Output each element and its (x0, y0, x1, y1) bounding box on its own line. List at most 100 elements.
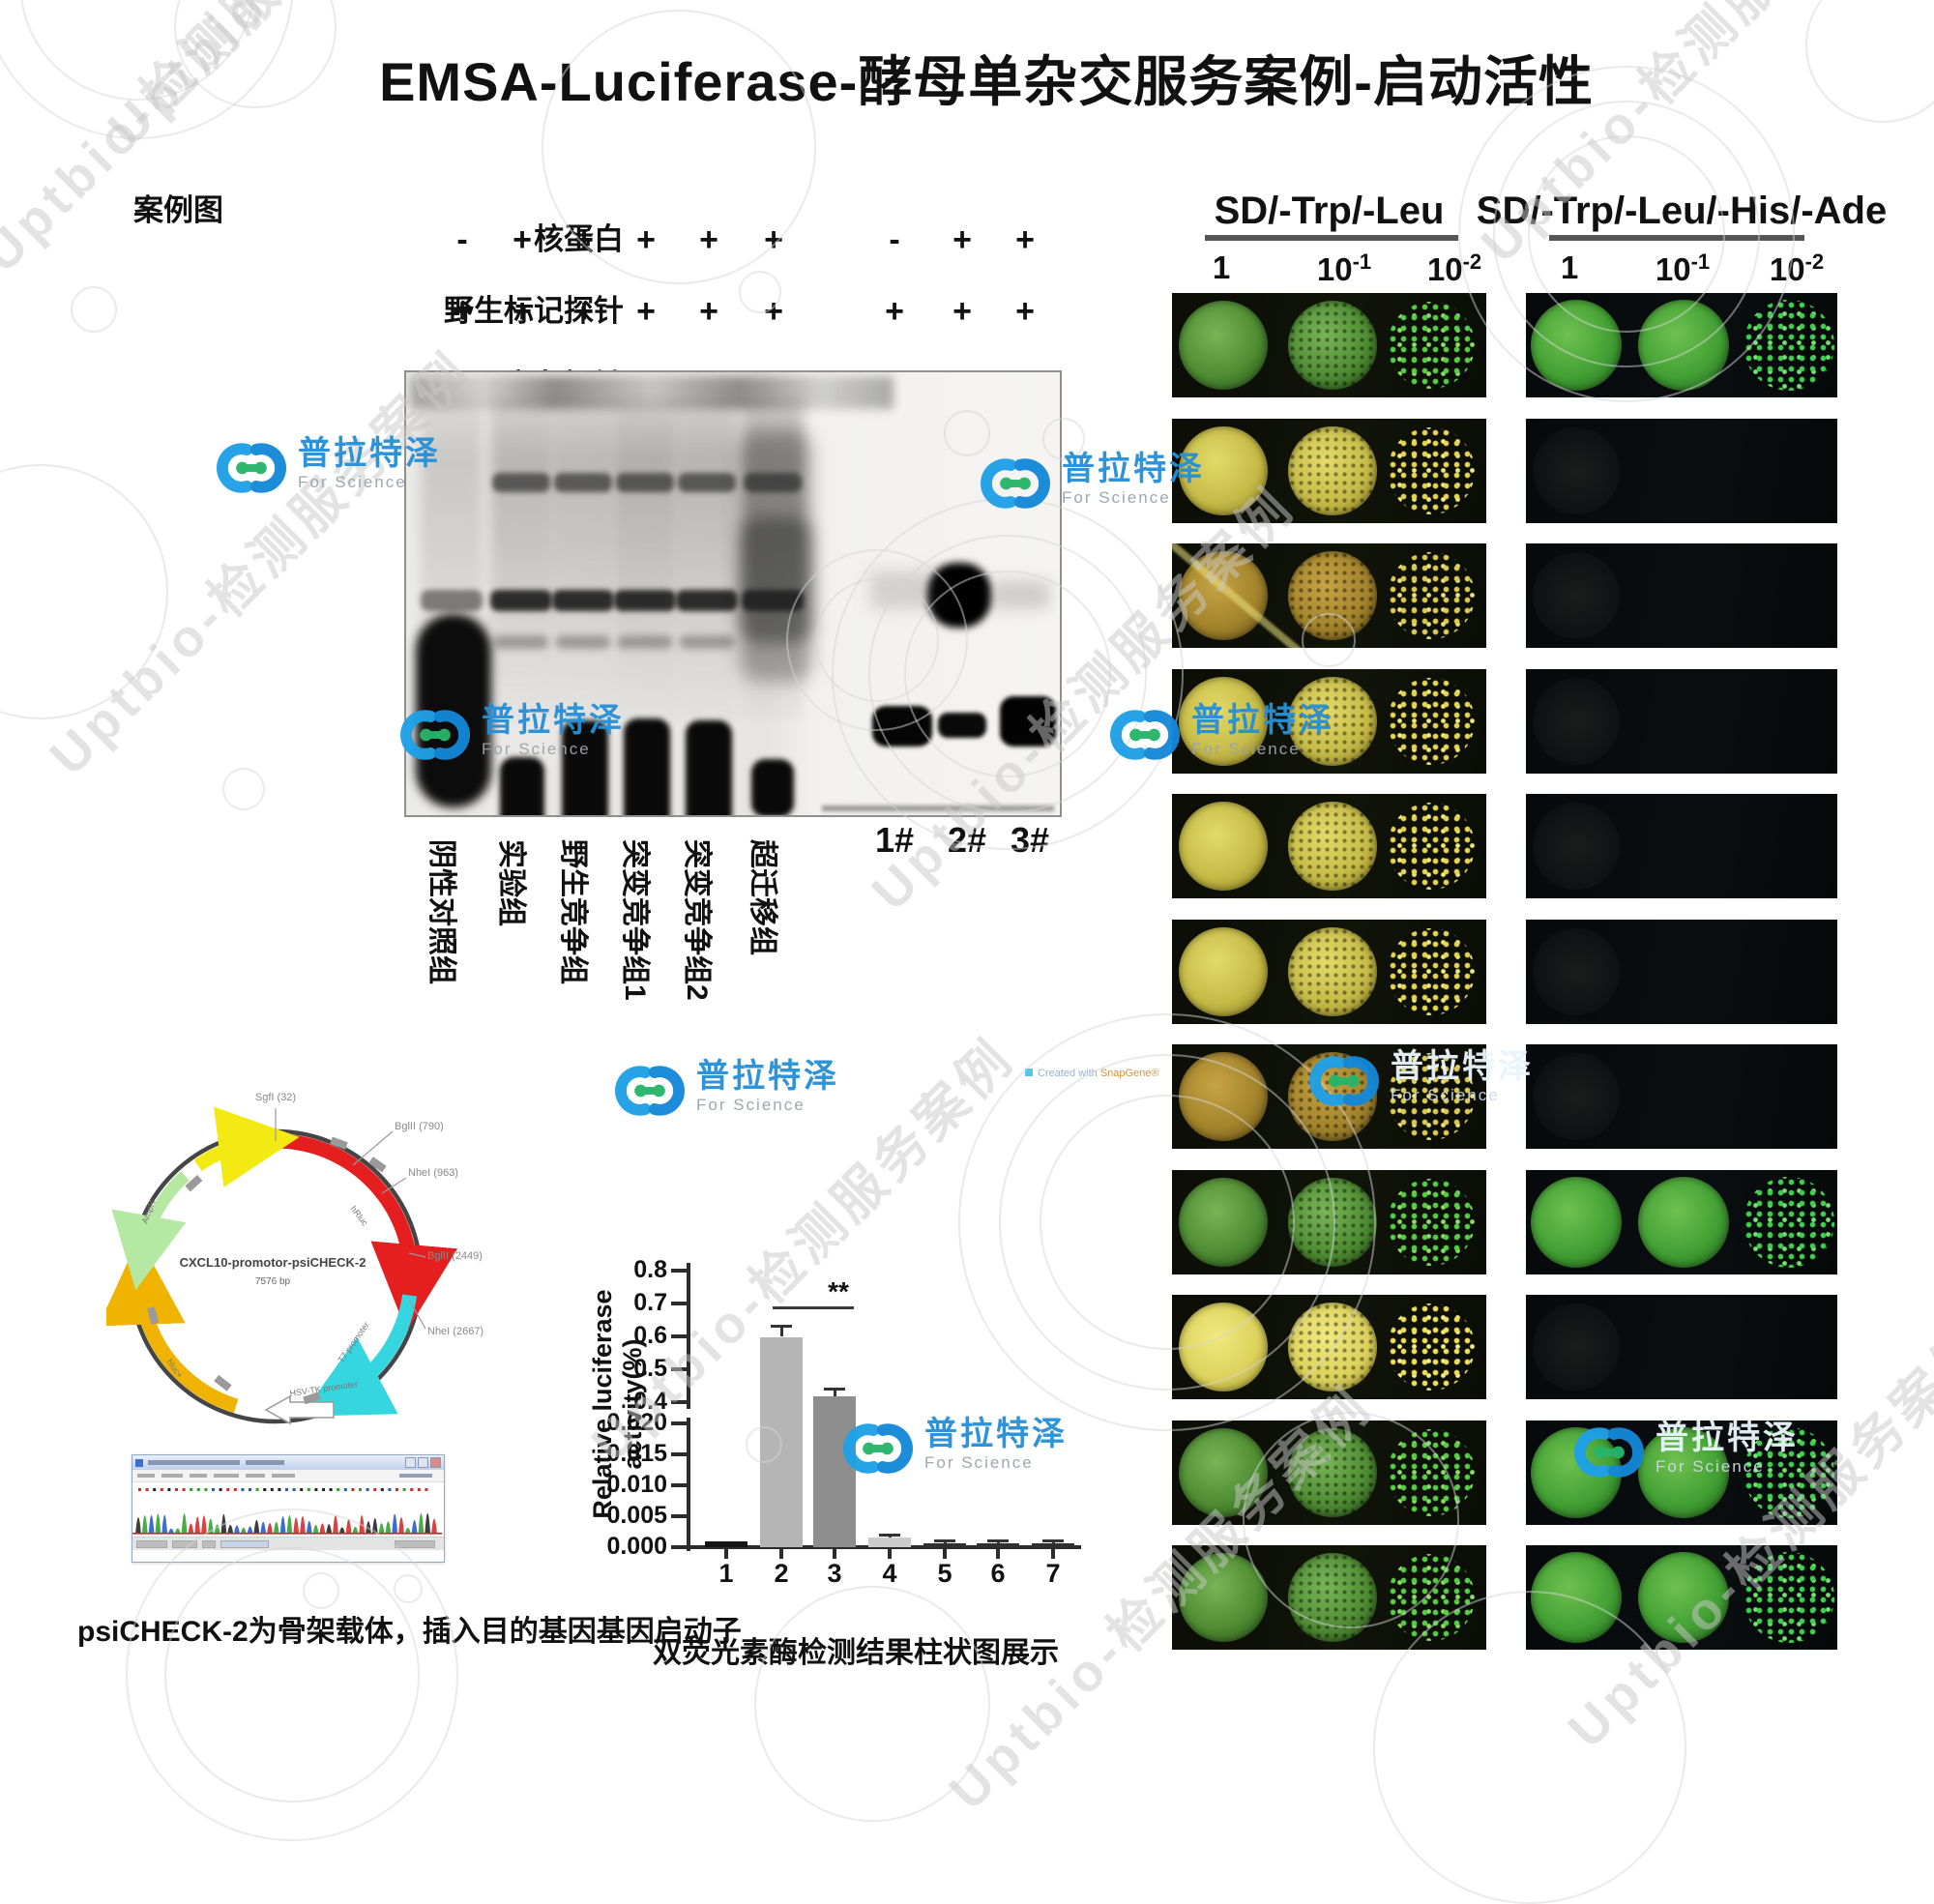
brand-name: 普拉特泽 (924, 1416, 1068, 1452)
bar-series-2 (760, 1336, 803, 1547)
plasmid-label-t7: T7 promoter (336, 1320, 370, 1364)
error-bar-line (779, 1325, 783, 1337)
titlebar-text-blur (246, 1460, 284, 1465)
yeast-spot-full (1179, 676, 1268, 766)
gel-shift-band-upper (492, 473, 550, 492)
toolbar-button-blur[interactable] (136, 1539, 167, 1548)
emsa-row-label: 核蛋白 (534, 222, 624, 256)
plasmid-site-1: BglII (790) (395, 1121, 444, 1132)
x-tick-label: 2 (774, 1559, 789, 1588)
close-button[interactable] (430, 1457, 441, 1468)
gel-sample-label: 2# (947, 820, 987, 860)
emsa-condition-symbol: - (456, 221, 468, 258)
emsa-condition-symbol: + (699, 221, 718, 258)
y-axis-lower (687, 1418, 690, 1551)
yeast-spot-speckle (1288, 1052, 1377, 1141)
yeast-spot-colonies (1744, 1552, 1834, 1643)
plasmid-label-hrluc: hRluc (348, 1204, 369, 1228)
gel-lane-label: 突变竞争组2 (681, 839, 713, 1001)
emsa-condition-symbol: + (513, 221, 532, 258)
gel-lane-label: 超迁移组 (747, 839, 778, 955)
yeast-spot-colonies (1388, 1554, 1475, 1641)
gel-free-probe-lane1 (416, 614, 491, 807)
toolbar-button-blur[interactable] (395, 1539, 435, 1548)
bar-chart-caption: 双荧光素酶检测结果柱状图展示 (653, 1637, 1059, 1669)
chromatogram-toolbar (132, 1537, 444, 1550)
emsa-condition-symbol: + (453, 293, 472, 330)
gel-sample-label: 1# (874, 820, 915, 860)
gel-free-probe (751, 759, 794, 815)
emsa-condition-symbol: + (636, 221, 656, 258)
yeast-spot-colonies (1388, 677, 1475, 765)
yeast-panel-left-row10 (1172, 1420, 1486, 1525)
brand-tagline: For Science (924, 1453, 1034, 1472)
watermark-circle (0, 464, 168, 719)
y-tick (671, 1483, 687, 1487)
plasmid-feature-hrluc (275, 1133, 458, 1333)
yeast-spot-full (1533, 927, 1620, 1015)
x-tick-label: 3 (827, 1559, 842, 1588)
gel-shift-band-faint (494, 635, 548, 649)
gel-free-probe (562, 720, 608, 815)
emsa-condition-symbol: + (885, 293, 904, 330)
yeast-dilution-label: 1 (1560, 249, 1579, 285)
error-bar-cap (771, 1325, 792, 1329)
gel-shift-band-upper (678, 473, 736, 492)
plasmid-map: SgfI (32) BglII (790) NheI (963) BglII (… (106, 1092, 484, 1425)
toolbar-button-blur[interactable] (202, 1539, 216, 1548)
bar-series-1 (705, 1540, 747, 1547)
plasmid-feature-hluc (106, 1237, 239, 1414)
gel-haze (870, 571, 938, 609)
minimize-button[interactable] (405, 1457, 416, 1468)
yeast-panel-left-row3 (1172, 543, 1486, 648)
yeast-panel-right-row2 (1526, 418, 1837, 523)
yeast-spot-colonies (1388, 1428, 1475, 1516)
brand-icon (1110, 710, 1180, 760)
toolbar-button-blur[interactable] (172, 1539, 197, 1548)
x-tick-label: 4 (882, 1559, 897, 1588)
x-tick-label: 1 (718, 1559, 734, 1588)
emsa-condition-symbol: + (764, 293, 783, 330)
yeast-panel-left-row4 (1172, 668, 1486, 774)
yeast-spot-full (1179, 1553, 1268, 1642)
watermark-circle (71, 286, 117, 333)
yeast-panel-left-row2 (1172, 418, 1486, 523)
menu-item-blur (190, 1474, 207, 1478)
yeast-left-underline (1205, 235, 1458, 241)
menu-item-blur (272, 1474, 295, 1478)
yeast-dilution-label: 10-1 (1316, 249, 1372, 287)
gel-shift-band-main (676, 590, 738, 611)
watermark-circle (1805, 0, 1934, 123)
yeast-panel-right-row5 (1526, 794, 1837, 898)
yeast-spot-full (1533, 1304, 1620, 1391)
gel-haze (991, 580, 1049, 609)
yeast-panel-right-row7 (1526, 1044, 1837, 1149)
plasmid-name: CXCL10-promotor-psiCHECK-2 (180, 1255, 366, 1270)
yeast-spot-colonies (1388, 1178, 1475, 1266)
yeast-right-underline (1549, 235, 1804, 241)
gel-supershift-smear (740, 517, 812, 643)
emsa-condition-symbol: + (1015, 293, 1035, 330)
brand-icon (615, 1066, 685, 1116)
x-tick (833, 1549, 836, 1559)
yeast-left-panel-title: SD/-Trp/-Leu (1214, 190, 1445, 232)
chromatogram-titlebar (132, 1455, 444, 1470)
brand-logo: 普拉特泽 For Science (613, 1060, 839, 1122)
maximize-button[interactable] (418, 1457, 428, 1468)
x-axis (683, 1545, 1081, 1549)
chromatogram-window (132, 1454, 445, 1563)
gel-sample1-band (872, 706, 932, 747)
y-tick (671, 1302, 687, 1305)
gel-free-probe (500, 757, 544, 815)
gel-lane-smear (742, 401, 804, 720)
yeast-spot-colonies (1744, 1426, 1834, 1518)
error-bar-cap (879, 1533, 900, 1537)
significance-stars: ** (828, 1276, 849, 1306)
watermark-circle (303, 1572, 339, 1609)
yeast-dilution-label: 10-2 (1769, 249, 1825, 287)
error-bar-cap (824, 1388, 845, 1391)
y-tick (671, 1334, 687, 1338)
gel-supershift-smear (740, 430, 812, 682)
toolbar-field-blur[interactable] (220, 1539, 269, 1548)
